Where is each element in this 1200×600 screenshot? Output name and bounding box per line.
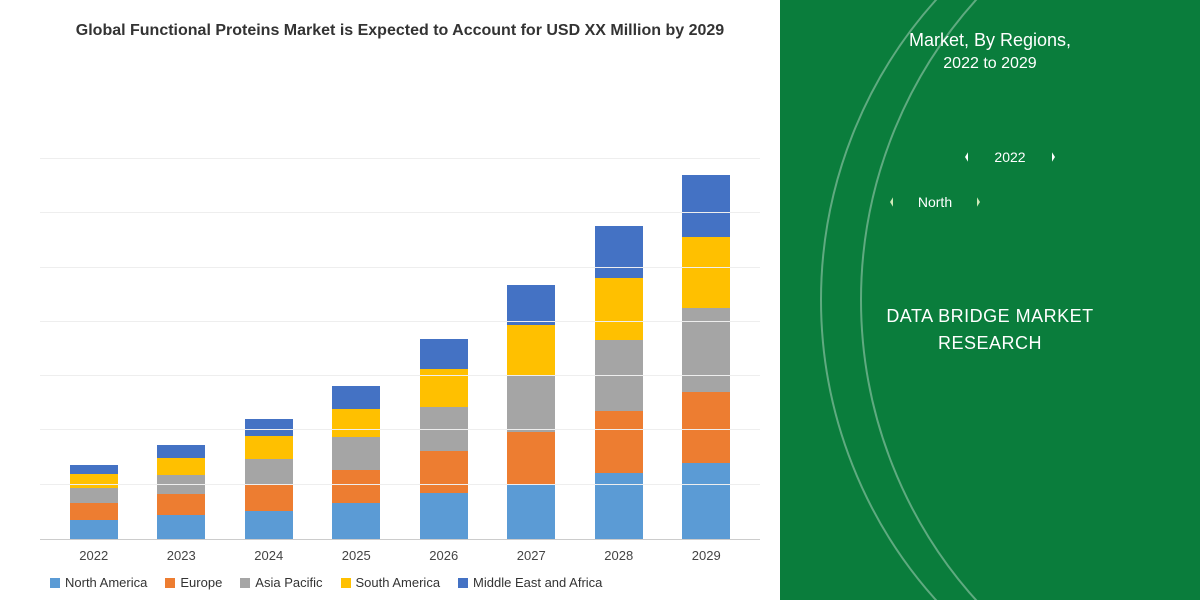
bar-segment [595, 473, 643, 540]
gridline [40, 158, 760, 159]
x-axis-label: 2024 [239, 548, 299, 563]
bar-segment [70, 503, 118, 520]
legend-label: Asia Pacific [255, 575, 322, 590]
bar-segment [245, 436, 293, 459]
x-axis-label: 2023 [151, 548, 211, 563]
bar-column [589, 226, 649, 540]
bar-segment [70, 520, 118, 539]
bar-segment [157, 475, 205, 494]
brand-text: DATA BRIDGE MARKET RESEARCH [800, 303, 1180, 357]
legend-swatch [341, 578, 351, 588]
bar-stack [507, 285, 555, 539]
bar-segment [332, 437, 380, 469]
legend-swatch [240, 578, 250, 588]
decorative-arc [860, 0, 1200, 600]
x-axis-label: 2022 [64, 548, 124, 563]
legend-item: Middle East and Africa [458, 575, 602, 590]
x-axis-label: 2027 [501, 548, 561, 563]
gridline [40, 484, 760, 485]
bar-segment [157, 515, 205, 539]
decorative-arc [820, 0, 1200, 600]
bar-segment [420, 339, 468, 369]
x-axis-label: 2025 [326, 548, 386, 563]
bar-segment [595, 278, 643, 340]
bar-segment [70, 474, 118, 487]
bar-column [326, 386, 386, 539]
bar-stack [70, 465, 118, 539]
bar-column [151, 445, 211, 539]
hexagon-icon: 2022 [965, 118, 1055, 196]
chart-plot-area [40, 62, 760, 540]
legend-swatch [458, 578, 468, 588]
bar-segment [157, 445, 205, 458]
bar-segment [157, 494, 205, 515]
right-panel: Market, By Regions, 2022 to 2029 North 2… [780, 0, 1200, 600]
gridline [40, 212, 760, 213]
bar-segment [245, 511, 293, 540]
bar-segment [245, 419, 293, 436]
bar-segment [332, 503, 380, 539]
bar-segment [595, 411, 643, 473]
bar-stack [245, 419, 293, 539]
bar-segment [420, 493, 468, 539]
bar-segment [682, 463, 730, 539]
legend-swatch [165, 578, 175, 588]
bar-segment [245, 484, 293, 511]
gridline [40, 321, 760, 322]
chart-title: Global Functional Proteins Market is Exp… [40, 20, 760, 42]
chart-panel: Global Functional Proteins Market is Exp… [0, 0, 780, 600]
x-axis-label: 2026 [414, 548, 474, 563]
chart-legend: North America Europe Asia Pacific South Ame… [40, 575, 760, 590]
right-title: Market, By Regions, [800, 30, 1180, 51]
bar-segment [70, 488, 118, 503]
bar-column [64, 465, 124, 539]
bar-segment [332, 386, 380, 409]
bar-segment [507, 285, 555, 325]
bar-segment [682, 392, 730, 463]
legend-swatch [50, 578, 60, 588]
bar-segment [595, 226, 643, 278]
legend-label: South America [356, 575, 441, 590]
bar-segment [332, 470, 380, 503]
bar-stack [420, 339, 468, 539]
x-axis-label: 2028 [589, 548, 649, 563]
bar-stack [332, 386, 380, 539]
bar-column [414, 339, 474, 539]
legend-item: South America [341, 575, 441, 590]
bar-segment [507, 432, 555, 484]
bar-segment [70, 465, 118, 475]
bar-segment [682, 175, 730, 237]
hex-graphic: North 2022 [800, 103, 1180, 273]
right-subtitle: 2022 to 2029 [800, 55, 1180, 73]
gridline [40, 375, 760, 376]
brand-line: RESEARCH [800, 330, 1180, 357]
gridline [40, 429, 760, 430]
bar-stack [595, 226, 643, 540]
x-axis-labels: 2022 2023 2024 2025 2026 2027 2028 2029 [40, 548, 760, 563]
x-axis-label: 2029 [676, 548, 736, 563]
bar-segment [420, 451, 468, 494]
legend-item: North America [50, 575, 147, 590]
bar-segment [332, 409, 380, 438]
bar-segment [682, 237, 730, 308]
bar-segment [507, 484, 555, 539]
bar-column [239, 419, 299, 539]
legend-item: Asia Pacific [240, 575, 322, 590]
bar-column [501, 285, 561, 539]
legend-item: Europe [165, 575, 222, 590]
gridline [40, 267, 760, 268]
bar-segment [245, 459, 293, 484]
brand-line: DATA BRIDGE MARKET [800, 303, 1180, 330]
bar-segment [507, 375, 555, 432]
hexagon-icon: North [890, 163, 980, 241]
bar-segment [507, 325, 555, 374]
bar-stack [157, 445, 205, 539]
bar-segment [157, 458, 205, 475]
legend-label: Europe [180, 575, 222, 590]
legend-label: Middle East and Africa [473, 575, 602, 590]
legend-label: North America [65, 575, 147, 590]
